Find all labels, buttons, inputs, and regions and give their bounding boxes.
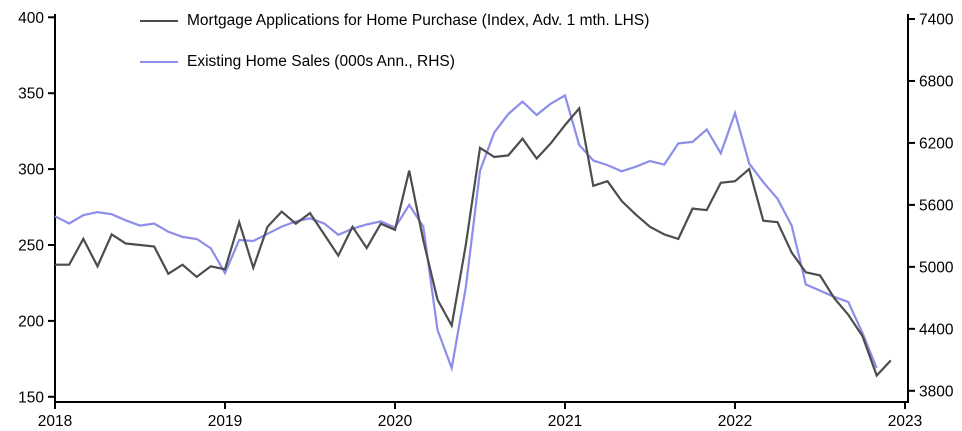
legend-label-mortgage-applications: Mortgage Applications for Home Purchase … [187, 12, 650, 29]
left-axis-tick-label: 300 [18, 162, 44, 179]
x-axis-tick-label: 2023 [888, 413, 922, 430]
left-axis-tick-label: 400 [18, 10, 44, 27]
legend-label-existing-home-sales: Existing Home Sales (000s Ann., RHS) [187, 53, 455, 70]
right-axis-tick-label: 3800 [919, 383, 954, 400]
right-axis-tick-label: 6800 [919, 73, 954, 90]
right-axis-tick-label: 5000 [919, 259, 954, 276]
x-axis-tick-label: 2018 [38, 413, 72, 430]
left-axis-tick-label: 250 [18, 238, 44, 255]
right-axis-tick-label: 7400 [919, 12, 954, 29]
x-axis-tick-label: 2020 [378, 413, 413, 430]
legend-item-mortgage-applications: Mortgage Applications for Home Purchase … [140, 12, 649, 30]
existing-home-sales-line [54, 93, 878, 373]
right-axis-tick-label: 5600 [919, 197, 954, 214]
x-axis-tick-label: 2021 [548, 413, 582, 430]
left-axis-tick-label: 350 [18, 86, 44, 103]
mortgage-applications-line [55, 105, 892, 378]
mortgage-applications-line-swatch [140, 20, 178, 22]
right-axis-tick-label: 6200 [919, 135, 954, 152]
legend-item-existing-home-sales: Existing Home Sales (000s Ann., RHS) [140, 53, 455, 71]
left-axis-tick-label: 150 [18, 389, 44, 406]
x-axis-tick-label: 2019 [208, 413, 242, 430]
right-axis-tick-label: 4400 [919, 321, 954, 338]
left-axis-tick-label: 200 [18, 313, 44, 330]
x-axis-tick-label: 2022 [718, 413, 752, 430]
existing-home-sales-line-swatch [140, 61, 178, 63]
